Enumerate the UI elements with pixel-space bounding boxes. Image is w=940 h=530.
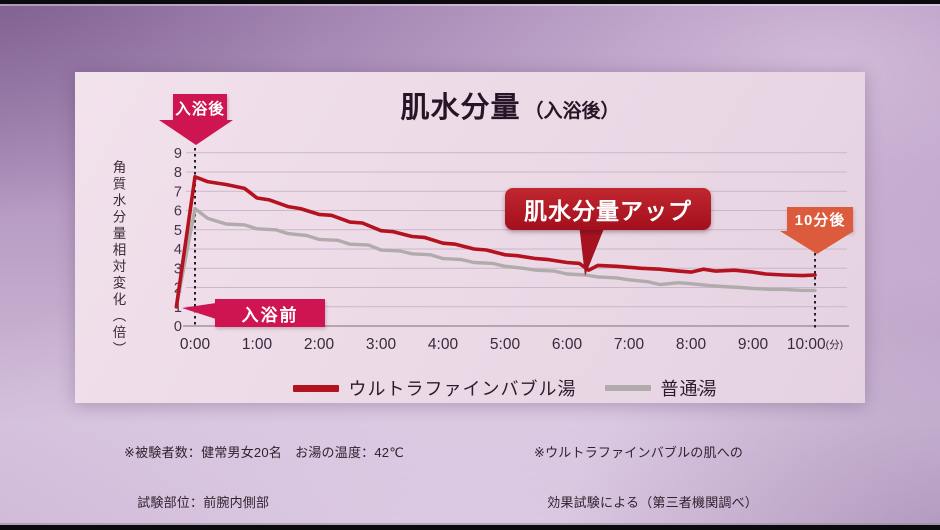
- ten-minutes-flag: 10分後: [787, 207, 853, 232]
- svg-text:0: 0: [174, 319, 182, 335]
- footnote-line: ※被験者数：健常男女20名 お湯の温度：42℃: [124, 445, 405, 460]
- footnotes-left: ※被験者数：健常男女20名 お湯の温度：42℃ 試験部位：前腕内側部 試験方法：…: [124, 412, 564, 530]
- bottom-highlight-line: [0, 523, 940, 525]
- svg-text:9: 9: [174, 146, 182, 162]
- svg-text:1:00: 1:00: [242, 336, 273, 353]
- svg-text:6:00: 6:00: [552, 336, 583, 353]
- legend-item-normal-bath: 普通湯: [604, 375, 718, 401]
- after-bath-arrow-icon: [159, 120, 233, 145]
- svg-text:2: 2: [174, 281, 182, 297]
- legend-label-normal-bath: 普通湯: [660, 379, 718, 399]
- chart-title: 肌水分量 （入浴後）: [260, 84, 760, 126]
- legend-gray-line-swatch: [604, 385, 651, 391]
- svg-text:5: 5: [174, 223, 182, 239]
- legend-label-bubble-bath: ウルトラファインバブル湯: [348, 379, 577, 399]
- legend: ウルトラファインバブル湯 普通湯: [195, 375, 815, 401]
- svg-text:1: 1: [174, 300, 182, 316]
- legend-red-line-swatch: [292, 384, 339, 392]
- chart-panel: 0 1 2 3 4 5 6 7 8 9 0:00 1:00 2:00 3:00 4:00 5:00 6:00 7:…: [75, 72, 865, 403]
- ten-minutes-arrow-icon: [780, 231, 854, 254]
- svg-text:0:00: 0:00: [180, 336, 211, 353]
- svg-text:7: 7: [174, 184, 182, 200]
- svg-text:9:00: 9:00: [738, 336, 769, 353]
- footnotes-right: ※ウルトラファインバブルの肌への 効果試験による（第三者機関調べ） ※効果には年…: [534, 412, 884, 530]
- svg-text:10:00(分): 10:00(分): [787, 336, 843, 353]
- before-bath-label: 入浴前: [215, 299, 325, 327]
- svg-text:4:00: 4:00: [428, 336, 459, 353]
- moisture-up-callout: 肌水分量アップ: [505, 188, 711, 230]
- after-bath-flag: 入浴後: [173, 94, 227, 121]
- top-letterbox-bar: [0, 0, 940, 4]
- svg-text:4: 4: [174, 242, 182, 258]
- svg-text:6: 6: [174, 204, 182, 220]
- svg-text:2:00: 2:00: [304, 336, 335, 353]
- y-axis-title: 角質水分量相対変化（倍）: [110, 160, 126, 358]
- svg-text:8: 8: [174, 165, 182, 181]
- footnote-line: 試験部位：前腕内側部: [124, 494, 270, 510]
- top-highlight-line: [0, 4, 940, 6]
- bottom-letterbox-bar: [0, 525, 940, 530]
- svg-text:5:00: 5:00: [490, 336, 521, 353]
- footnote-line: ※ウルトラファインバブルの肌への: [534, 445, 744, 460]
- svg-text:7:00: 7:00: [614, 336, 645, 353]
- legend-artifact-dot: [697, 388, 700, 391]
- svg-text:3:00: 3:00: [366, 336, 397, 353]
- legend-item-bubble-bath: ウルトラファインバブル湯: [292, 375, 577, 401]
- svg-text:3: 3: [174, 261, 182, 277]
- svg-text:8:00: 8:00: [676, 336, 707, 353]
- chart-title-main: 肌水分量: [400, 92, 521, 124]
- callout-tail-icon: [579, 224, 606, 276]
- chart-title-sub: （入浴後）: [524, 101, 620, 122]
- footnote-line: 効果試験による（第三者機関調べ）: [534, 494, 759, 510]
- before-bath-pointer-icon: [182, 303, 216, 319]
